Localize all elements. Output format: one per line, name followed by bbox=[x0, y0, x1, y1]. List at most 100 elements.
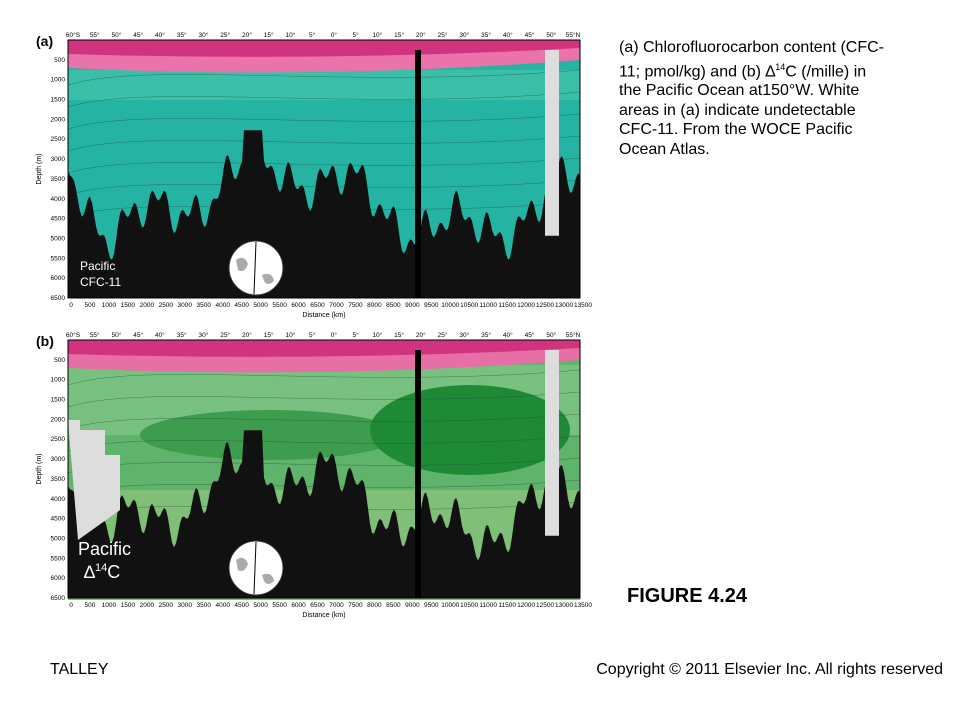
latitude-label: 15° bbox=[394, 31, 404, 39]
depth-tick-label: 5000 bbox=[51, 535, 66, 542]
distance-tick-label: 5500 bbox=[272, 602, 287, 609]
distance-tick-label: 7500 bbox=[348, 602, 363, 609]
footer-left: TALLEY bbox=[50, 661, 109, 678]
depth-tick-label: 2500 bbox=[51, 136, 66, 143]
distance-tick-label: 10000 bbox=[441, 602, 459, 609]
distance-tick-label: 3500 bbox=[197, 602, 212, 609]
distance-tick-label: 1500 bbox=[121, 602, 136, 609]
layer bbox=[140, 410, 400, 460]
seabed bbox=[68, 130, 580, 298]
layer bbox=[68, 70, 580, 100]
latitude-label: 5° bbox=[309, 331, 316, 339]
latitude-label: 40° bbox=[155, 331, 165, 339]
distance-tick-label: 0 bbox=[69, 302, 73, 309]
caption-symbol: ∆ bbox=[765, 62, 776, 80]
panel-name-sup: 14 bbox=[95, 562, 107, 574]
surface-layer bbox=[68, 40, 580, 57]
distance-tick-label: 9000 bbox=[405, 302, 420, 309]
globe-land bbox=[236, 557, 274, 584]
latitude-label: 30° bbox=[459, 31, 469, 39]
distance-tick-label: 13500 bbox=[574, 302, 592, 309]
section-plot bbox=[67, 39, 581, 299]
distance-tick-label: 4000 bbox=[215, 602, 230, 609]
latitude-label: 20° bbox=[416, 331, 426, 339]
distance-tick-label: 13500 bbox=[574, 602, 592, 609]
latitude-label: 55° bbox=[90, 31, 100, 39]
figure: (a) 60°S 55° 50° 45° 40° 35° 30° 25° 20° 15° 10° 5° 0… bbox=[36, 31, 592, 619]
distance-tick-label: 4500 bbox=[234, 302, 249, 309]
depth-tick-label: 2000 bbox=[51, 116, 66, 123]
distance-tick-label: 12500 bbox=[536, 602, 554, 609]
depth-tick-label: 3500 bbox=[51, 176, 66, 183]
latitude-label: 5° bbox=[309, 31, 316, 39]
distance-tick-label: 1500 bbox=[121, 302, 136, 309]
latitude-label: 10° bbox=[285, 31, 295, 39]
latitude-label: 25° bbox=[220, 31, 230, 39]
caption-text: C (/mille) in the Pacific Ocean at150°W.… bbox=[619, 62, 867, 158]
latitude-label: 55° bbox=[90, 331, 100, 339]
x-axis-label: Distance (km) bbox=[302, 612, 345, 619]
latitude-label: 25° bbox=[438, 31, 448, 39]
latitude-label: 35° bbox=[177, 331, 187, 339]
contour bbox=[67, 113, 581, 130]
contour bbox=[67, 69, 581, 86]
contour bbox=[67, 91, 581, 108]
missing-data bbox=[545, 50, 559, 236]
ridge-line bbox=[415, 350, 421, 598]
distance-tick-label: 12000 bbox=[517, 302, 535, 309]
latitude-label: 55°N bbox=[566, 31, 581, 39]
caption: (a) Chlorofluorocarbon content (CFC-11; … bbox=[619, 38, 887, 159]
latitude-label: 0° bbox=[331, 331, 338, 339]
distance-tick-label: 9000 bbox=[405, 602, 420, 609]
surface-layer bbox=[68, 340, 580, 357]
distance-tick-label: 5500 bbox=[272, 302, 287, 309]
latitude-label: 5° bbox=[352, 31, 359, 39]
contour bbox=[67, 391, 581, 408]
depth-tick-label: 4000 bbox=[51, 196, 66, 203]
distance-tick-label: 13000 bbox=[555, 602, 573, 609]
layer bbox=[370, 385, 570, 475]
panel-label: (a) bbox=[36, 33, 53, 49]
distance-tick-label: 6500 bbox=[310, 602, 325, 609]
distance-tick-label: 2500 bbox=[159, 302, 174, 309]
frame bbox=[67, 39, 581, 299]
panel-name-rest: C bbox=[107, 562, 120, 582]
depth-tick-label: 1500 bbox=[51, 397, 66, 404]
distance-tick-label: 8000 bbox=[367, 602, 382, 609]
distance-tick-label: 9500 bbox=[424, 602, 439, 609]
depth-tick-label: 1000 bbox=[51, 377, 66, 384]
footer-right: Copyright © 2011 Elsevier Inc. All right… bbox=[596, 661, 943, 678]
distance-tick-label: 5000 bbox=[253, 602, 268, 609]
caption-sup: 14 bbox=[775, 61, 786, 72]
depth-tick-label: 3500 bbox=[51, 476, 66, 483]
y-axis-label: Depth (m) bbox=[36, 153, 43, 184]
distance-tick-label: 2000 bbox=[140, 602, 155, 609]
depth-tick-label: 500 bbox=[54, 357, 65, 364]
distance-tick-label: 10500 bbox=[460, 302, 478, 309]
panel-name-symbol: ∆ bbox=[84, 562, 95, 582]
distance-tick-label: 8000 bbox=[367, 302, 382, 309]
latitude-label: 30° bbox=[459, 331, 469, 339]
depth-tick-label: 4000 bbox=[51, 496, 66, 503]
distance-tick-label: 12000 bbox=[517, 602, 535, 609]
depth-tick-label: 6000 bbox=[51, 575, 66, 582]
distance-tick-label: 3000 bbox=[178, 302, 193, 309]
latitude-label: 10° bbox=[372, 31, 382, 39]
x-axis-label: Distance (km) bbox=[302, 312, 345, 319]
y-axis-label: Depth (m) bbox=[36, 453, 43, 484]
latitude-label: 45° bbox=[133, 331, 143, 339]
panel-name: Pacific bbox=[78, 539, 131, 559]
distance-tick-label: 6000 bbox=[291, 602, 306, 609]
distance-tick-label: 2000 bbox=[140, 302, 155, 309]
latitude-label: 35° bbox=[481, 331, 491, 339]
latitude-label: 40° bbox=[503, 31, 513, 39]
distance-tick-label: 1000 bbox=[102, 602, 117, 609]
latitude-label: 15° bbox=[394, 331, 404, 339]
distance-tick-label: 10000 bbox=[441, 302, 459, 309]
globe-track bbox=[253, 241, 257, 295]
latitude-label: 60°S bbox=[66, 331, 81, 339]
latitude-label: 35° bbox=[481, 31, 491, 39]
latitude-label: 50° bbox=[112, 31, 122, 39]
contour bbox=[67, 157, 581, 174]
latitude-label: 50° bbox=[546, 31, 556, 39]
